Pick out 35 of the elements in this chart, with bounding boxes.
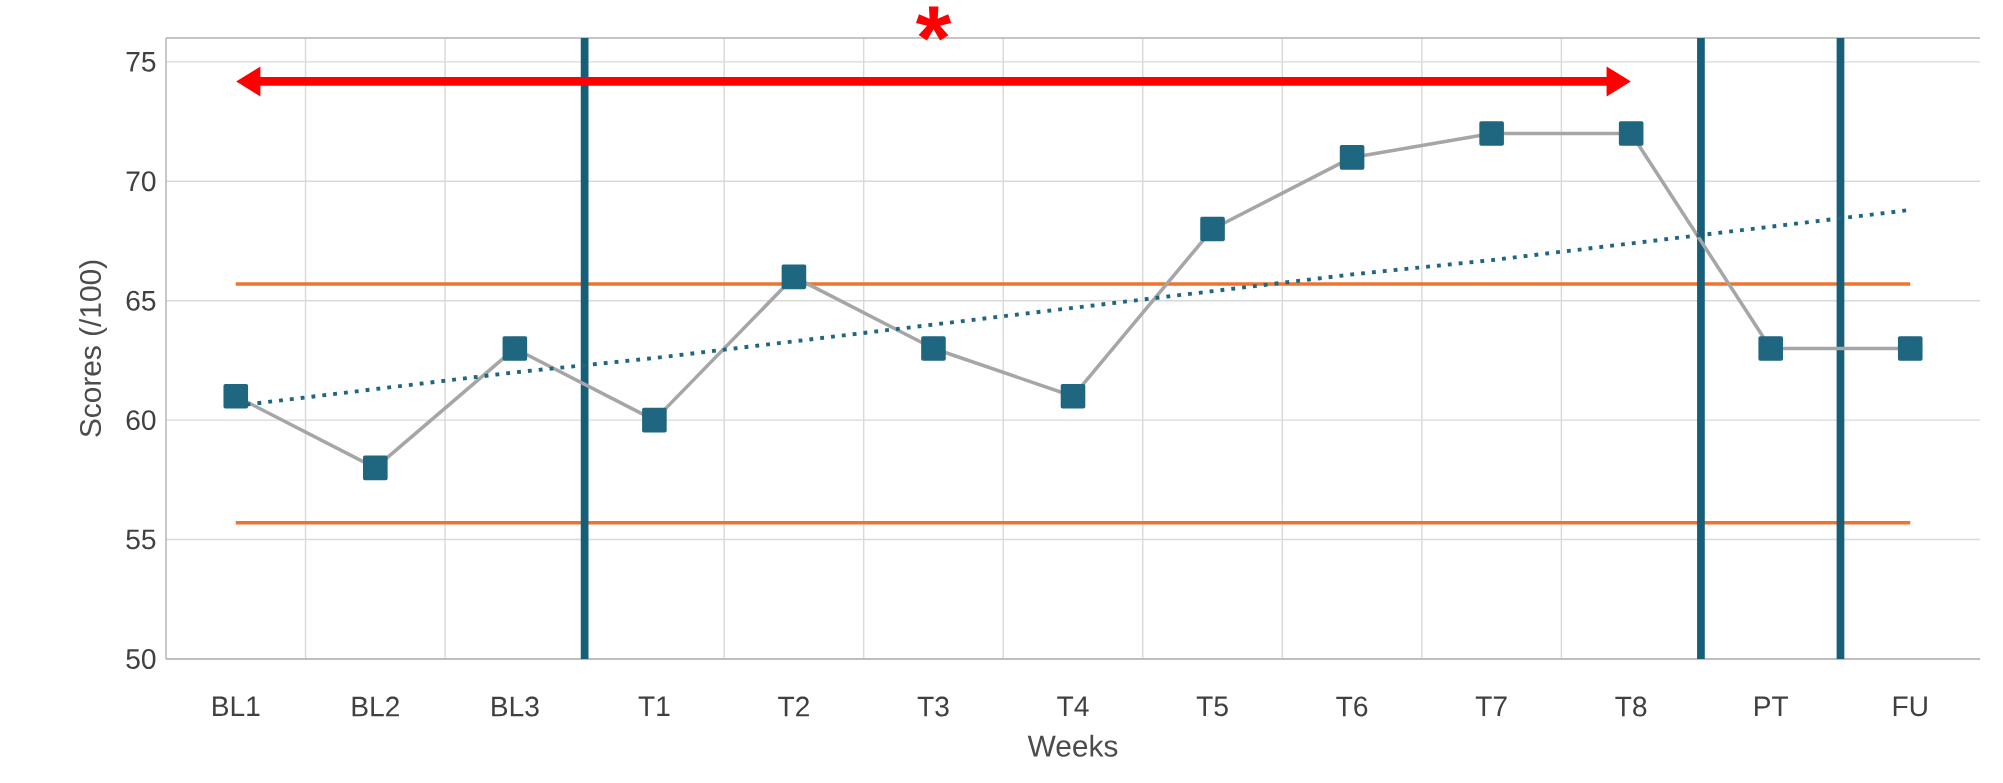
y-tick-label: 65 <box>126 290 156 311</box>
point <box>921 336 946 361</box>
x-tick-label: FU <box>1893 696 1927 717</box>
point <box>1339 145 1365 170</box>
point <box>781 264 807 290</box>
x-tick-label: T5 <box>1196 696 1228 717</box>
y-tick-label: 50 <box>126 649 156 669</box>
point <box>1200 216 1225 242</box>
x-axis-title: Weeks <box>1027 734 1118 757</box>
y-tick-label: 55 <box>126 529 156 550</box>
x-tick-label: T1 <box>638 696 670 716</box>
point <box>502 336 528 361</box>
y-axis-title: Scores (/100) <box>79 260 107 437</box>
x-tick-label: T4 <box>1057 696 1089 716</box>
x-tick-label: BL2 <box>352 696 399 717</box>
annotation: * <box>915 6 952 41</box>
point <box>363 455 388 481</box>
x-tick-label: T2 <box>778 696 809 717</box>
point <box>1897 336 1923 361</box>
y-tick-label: 60 <box>126 410 156 431</box>
x-tick-label: PT <box>1755 696 1789 716</box>
x-tick-label: BL1 <box>213 696 260 716</box>
y-tick-label: 75 <box>126 52 156 72</box>
point <box>1479 121 1504 146</box>
point <box>1060 383 1086 409</box>
y-tick-label: 70 <box>126 171 156 192</box>
point <box>642 407 667 433</box>
x-tick-label: BL3 <box>492 696 539 717</box>
x-tick-label: T6 <box>1336 696 1368 717</box>
x-tick-label: T8 <box>1615 696 1647 717</box>
point <box>1618 121 1644 146</box>
x-tick-label: T3 <box>917 696 949 717</box>
x-tick-label: T7 <box>1475 696 1507 716</box>
point <box>1758 336 1784 361</box>
point <box>223 383 249 409</box>
